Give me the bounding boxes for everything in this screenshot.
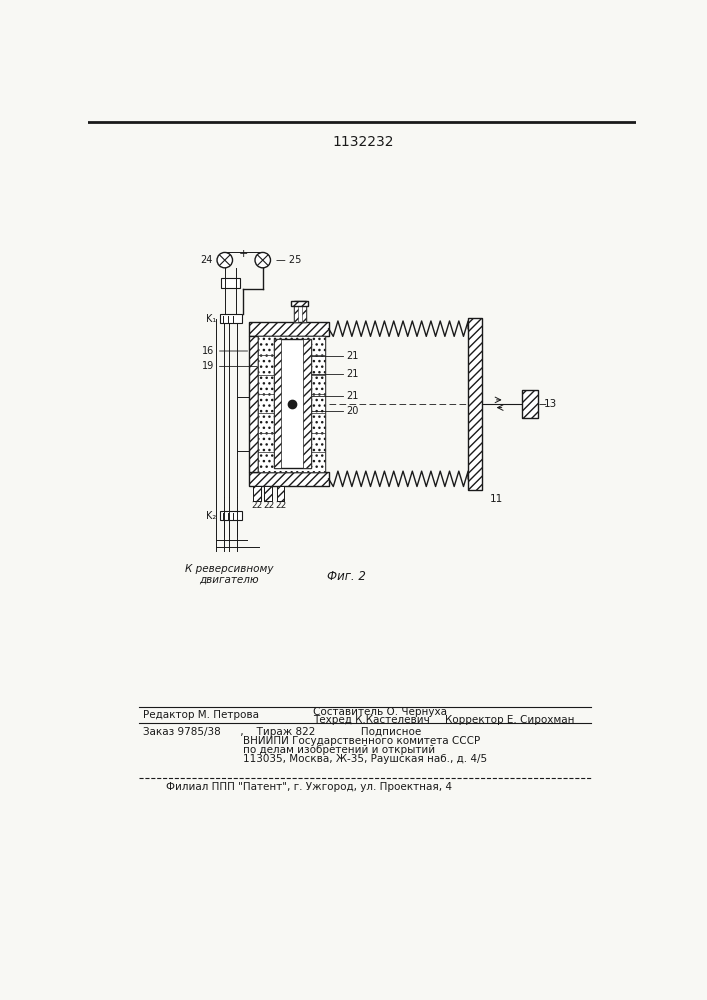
Bar <box>522 390 538 418</box>
Bar <box>258 375 325 394</box>
Bar <box>303 301 306 322</box>
Text: Филиал ППП "Патент", г. Ужгород, ул. Проектная, 4: Филиал ППП "Патент", г. Ужгород, ул. Про… <box>166 782 452 792</box>
Text: 22: 22 <box>252 500 263 510</box>
Circle shape <box>255 252 271 268</box>
Text: Фиг. 2: Фиг. 2 <box>327 570 366 583</box>
Bar <box>264 486 272 501</box>
Bar <box>249 336 258 472</box>
Bar <box>468 318 482 490</box>
Bar <box>220 314 242 323</box>
Bar <box>253 486 261 501</box>
Text: 13: 13 <box>544 399 557 409</box>
Bar <box>274 339 311 468</box>
Bar <box>303 339 311 468</box>
Text: Составитель О. Чернуха: Составитель О. Чернуха <box>313 707 447 717</box>
Text: Корректор Е. Сирохман: Корректор Е. Сирохман <box>445 715 574 725</box>
Bar <box>221 278 240 288</box>
Bar <box>293 301 298 322</box>
Bar <box>258 452 325 472</box>
Text: ВНИИПИ Государственного комитета СССР: ВНИИПИ Государственного комитета СССР <box>243 736 481 746</box>
Text: — 25: — 25 <box>276 255 301 265</box>
Bar <box>291 301 308 306</box>
Text: 24: 24 <box>200 255 212 265</box>
Bar <box>276 486 284 501</box>
Text: K₁: K₁ <box>206 314 216 324</box>
Text: 21: 21 <box>346 351 359 361</box>
Bar <box>258 336 325 472</box>
Bar <box>258 433 325 452</box>
Text: 11: 11 <box>490 494 503 504</box>
Bar <box>276 486 284 501</box>
Bar <box>291 301 308 306</box>
Bar <box>258 355 325 375</box>
Bar <box>258 336 325 355</box>
Text: 1132232: 1132232 <box>332 135 394 149</box>
Bar <box>249 322 329 336</box>
Bar <box>258 394 325 413</box>
Text: Заказ 9785/38      ,    Тираж 822              Подписное: Заказ 9785/38 , Тираж 822 Подписное <box>143 727 421 737</box>
Bar <box>249 322 329 336</box>
Text: 20: 20 <box>346 406 359 416</box>
Text: +: + <box>239 249 248 259</box>
Bar <box>258 413 325 433</box>
Bar <box>249 472 329 486</box>
Bar <box>249 336 258 472</box>
Bar <box>253 486 261 501</box>
Text: 22: 22 <box>276 500 287 510</box>
Circle shape <box>217 252 233 268</box>
Text: по делам изобретений и открытий: по делам изобретений и открытий <box>243 745 436 755</box>
Bar <box>264 486 272 501</box>
Text: Техред К.Кастелевич: Техред К.Кастелевич <box>313 715 430 725</box>
Bar <box>249 472 329 486</box>
Text: 22: 22 <box>263 500 274 510</box>
Text: 21: 21 <box>346 391 359 401</box>
Text: K₂: K₂ <box>206 511 216 521</box>
Text: К реверсивному
двигателю: К реверсивному двигателю <box>185 564 274 585</box>
Bar <box>293 301 306 322</box>
Text: 19: 19 <box>201 361 257 371</box>
Bar <box>522 390 538 418</box>
Bar <box>220 511 242 520</box>
Text: Редактор М. Петрова: Редактор М. Петрова <box>143 710 259 720</box>
Text: 16: 16 <box>201 346 247 356</box>
Text: 113035, Москва, Ж-35, Раушская наб., д. 4/5: 113035, Москва, Ж-35, Раушская наб., д. … <box>243 754 488 764</box>
Bar <box>274 339 281 468</box>
Text: 21: 21 <box>346 369 359 379</box>
Bar <box>468 318 482 490</box>
